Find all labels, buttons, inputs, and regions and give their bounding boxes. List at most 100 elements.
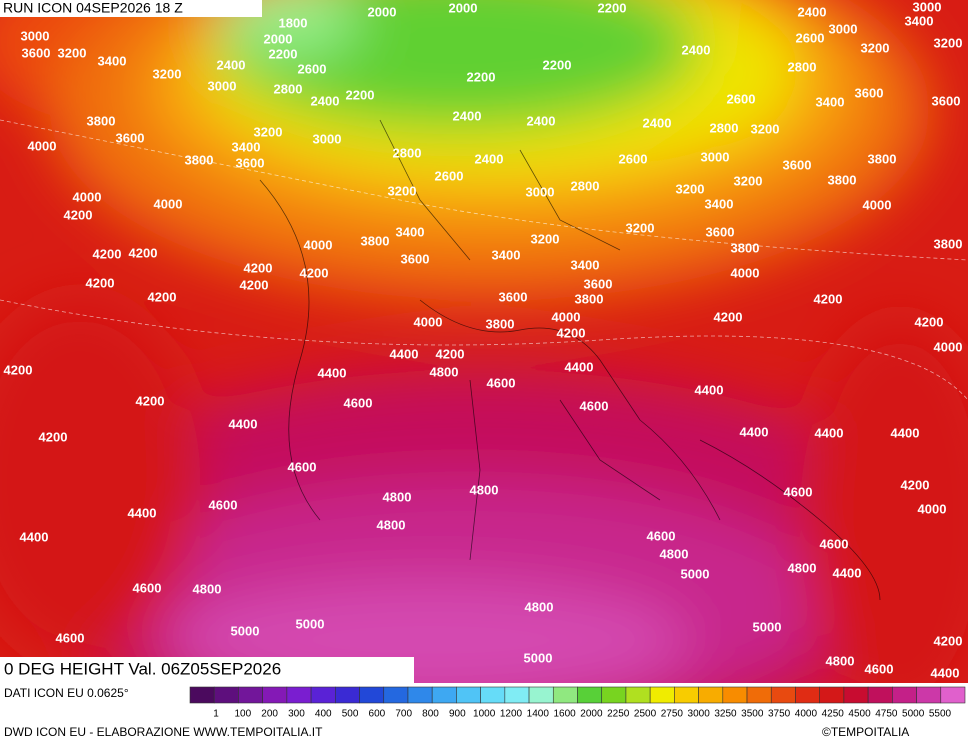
- contour-label: 4200: [240, 277, 269, 292]
- contour-label: 4200: [39, 429, 68, 444]
- contour-label: 2400: [643, 115, 672, 130]
- contour-label: 2600: [298, 61, 327, 76]
- contour-label: 5000: [296, 616, 325, 631]
- field-box: [0, 657, 414, 684]
- legend-swatch: [892, 686, 917, 704]
- legend-swatch: [286, 686, 312, 704]
- contour-label: 2400: [798, 4, 827, 19]
- contour-label: 4200: [300, 265, 329, 280]
- contour-label: 3600: [706, 224, 735, 239]
- contour-label: 3800: [731, 240, 760, 255]
- contour-label: 3200: [626, 220, 655, 235]
- legend-swatch: [698, 686, 724, 704]
- legend-label: 1400: [527, 709, 550, 720]
- legend-label: 700: [395, 709, 412, 720]
- contour-label: 2800: [710, 120, 739, 135]
- legend-swatch: [335, 686, 360, 704]
- legend-swatch: [819, 686, 845, 704]
- contour-label: 3400: [816, 94, 845, 109]
- contour-label: 4400: [229, 416, 258, 431]
- contour-label: 3200: [388, 183, 417, 198]
- legend-swatch: [795, 686, 820, 704]
- contour-label: 2400: [527, 113, 556, 128]
- legend-label: 1200: [500, 709, 523, 720]
- legend-swatch: [480, 686, 506, 704]
- contour-label: 3600: [855, 85, 884, 100]
- contour-label: 4600: [865, 661, 894, 676]
- contour-label: 4600: [820, 536, 849, 551]
- contour-label: 4600: [647, 528, 676, 543]
- contour-label: 3400: [98, 53, 127, 68]
- contour-label: 4200: [934, 633, 963, 648]
- contour-label: 3400: [396, 224, 425, 239]
- contour-label: 3200: [861, 40, 890, 55]
- color-legend: 1 100 200 300 400 500 600 700 800 900 1000 1200 1400…: [189, 686, 966, 720]
- contour-label: 2200: [346, 87, 375, 102]
- contour-label: 2200: [543, 57, 572, 72]
- contour-label: 4000: [154, 196, 183, 211]
- legend-swatch: [310, 686, 336, 704]
- contour-label: 3800: [868, 151, 897, 166]
- legend-swatch: [262, 686, 288, 704]
- contour-label: 4800: [788, 560, 817, 575]
- contour-label: 4400: [390, 346, 419, 361]
- legend-label: 2250: [607, 709, 630, 720]
- contour-label: 4600: [56, 630, 85, 645]
- legend-swatch: [528, 686, 554, 704]
- legend-label: 1600: [553, 709, 576, 720]
- contour-label: 4600: [784, 484, 813, 499]
- legend-label: 900: [449, 709, 466, 720]
- contour-label: 4000: [918, 501, 947, 516]
- contour-label: 4000: [28, 138, 57, 153]
- legend-swatch: [577, 686, 603, 704]
- contour-label: 4800: [430, 364, 459, 379]
- contour-label: 3600: [236, 155, 265, 170]
- contour-label: 4600: [580, 398, 609, 413]
- contour-label: 5000: [681, 566, 710, 581]
- contour-label: 3800: [361, 233, 390, 248]
- contour-label: 2400: [311, 93, 340, 108]
- contour-label: 4200: [136, 393, 165, 408]
- contour-label: 3000: [313, 131, 342, 146]
- contour-label: 4800: [470, 482, 499, 497]
- contour-label: 4000: [304, 237, 333, 252]
- legend-label: 3750: [768, 709, 791, 720]
- contour-label: 3600: [584, 276, 613, 291]
- legend-swatch: [407, 686, 433, 704]
- contour-label: 4400: [740, 424, 769, 439]
- contour-label: 3600: [22, 45, 51, 60]
- legend-label: 5000: [902, 709, 925, 720]
- legend-label: 3500: [741, 709, 764, 720]
- contour-label: 4800: [193, 581, 222, 596]
- contour-label: 3600: [783, 157, 812, 172]
- contour-label: 4000: [552, 309, 581, 324]
- contour-label: 4200: [93, 246, 122, 261]
- contour-label: 4400: [128, 505, 157, 520]
- contour-label: 3200: [934, 35, 963, 50]
- contour-label: 5000: [524, 650, 553, 665]
- legend-label: 2000: [580, 709, 603, 720]
- contour-label: 4200: [436, 346, 465, 361]
- legend-label: 3250: [714, 709, 737, 720]
- legend-swatch: [916, 686, 942, 704]
- contour-label: 2800: [274, 81, 303, 96]
- contour-label: 4000: [73, 189, 102, 204]
- legend-swatch: [843, 686, 869, 704]
- contour-label: 4600: [133, 580, 162, 595]
- legend-swatch: [504, 686, 530, 704]
- contour-label: 4600: [487, 375, 516, 390]
- legend-label: 1000: [473, 709, 496, 720]
- contour-label: 2000: [368, 4, 397, 19]
- legend-label: 400: [315, 709, 332, 720]
- legend-swatch: [746, 686, 772, 704]
- legend-label: 800: [422, 709, 439, 720]
- contour-label: 3400: [232, 139, 261, 154]
- contour-label: 3800: [486, 316, 515, 331]
- contour-label: 4000: [863, 197, 892, 212]
- contour-label: 3800: [87, 113, 116, 128]
- contour-label: 4600: [288, 459, 317, 474]
- contour-label: 4200: [244, 260, 273, 275]
- contour-label: 2800: [393, 145, 422, 160]
